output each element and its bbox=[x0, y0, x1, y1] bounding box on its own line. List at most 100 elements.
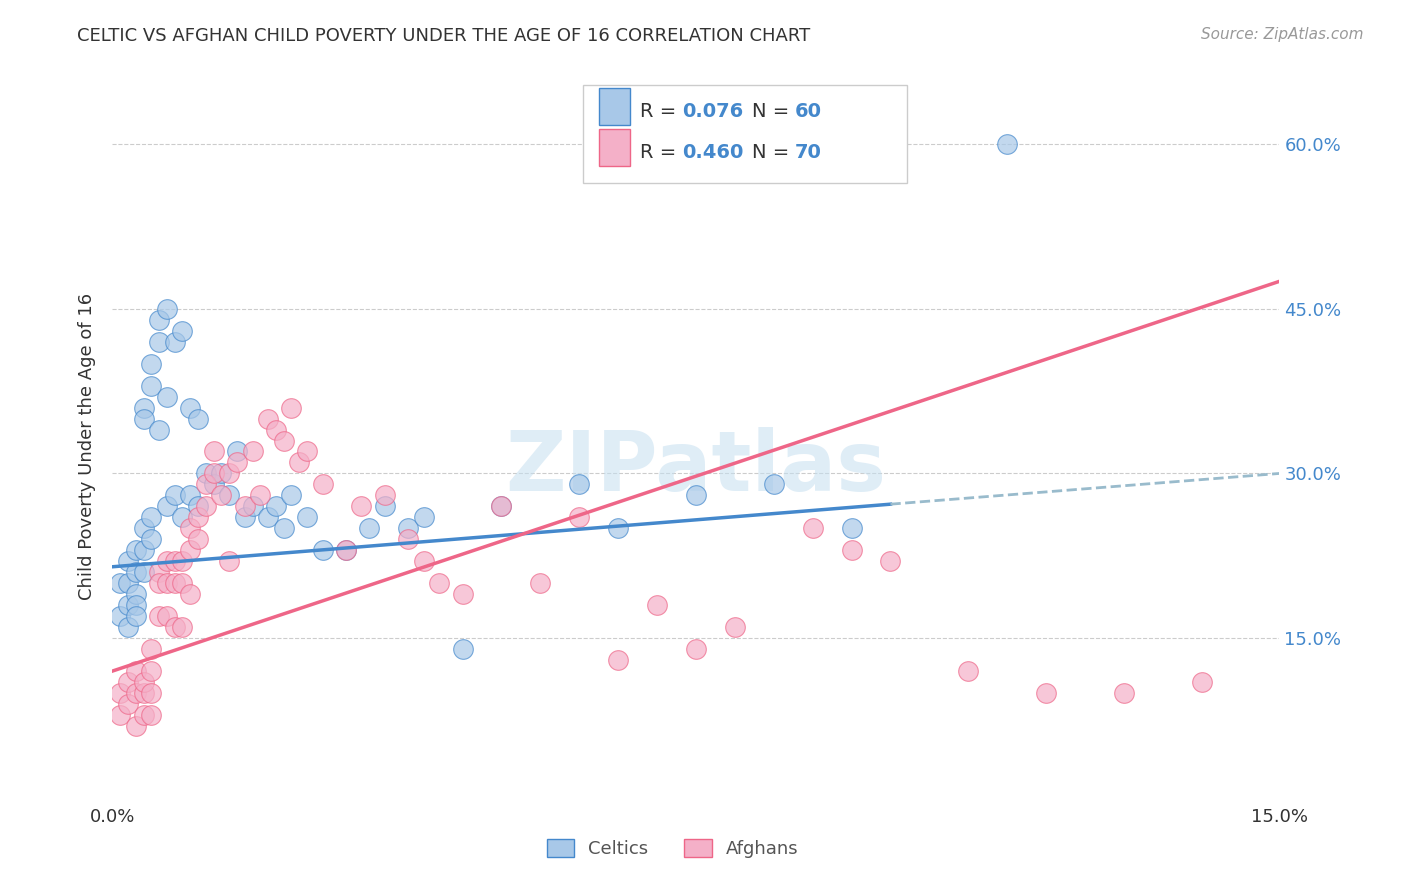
Point bbox=[607, 653, 630, 667]
Point bbox=[110, 686, 132, 700]
Point bbox=[841, 543, 863, 558]
Point bbox=[179, 543, 201, 558]
Point bbox=[163, 334, 186, 349]
Point bbox=[117, 675, 139, 690]
Point bbox=[125, 566, 148, 580]
Point bbox=[148, 334, 170, 349]
Point bbox=[209, 488, 232, 502]
Point bbox=[359, 521, 381, 535]
Text: CELTIC VS AFGHAN CHILD POVERTY UNDER THE AGE OF 16 CORRELATION CHART: CELTIC VS AFGHAN CHILD POVERTY UNDER THE… bbox=[77, 27, 811, 45]
Point bbox=[179, 488, 201, 502]
Point bbox=[335, 543, 357, 558]
Point bbox=[187, 500, 209, 514]
Point bbox=[156, 500, 179, 514]
Point bbox=[148, 609, 170, 624]
Point bbox=[156, 554, 179, 568]
Text: N =: N = bbox=[752, 143, 796, 161]
Point bbox=[491, 500, 513, 514]
Point bbox=[257, 411, 280, 425]
Point bbox=[295, 444, 318, 458]
Point bbox=[156, 609, 179, 624]
Point bbox=[132, 675, 155, 690]
Point bbox=[110, 708, 132, 723]
Point bbox=[125, 598, 148, 612]
Point bbox=[233, 500, 256, 514]
Point bbox=[110, 609, 132, 624]
Point bbox=[117, 697, 139, 711]
Point bbox=[141, 708, 163, 723]
Point bbox=[218, 467, 240, 481]
Point bbox=[311, 543, 333, 558]
Point bbox=[148, 566, 170, 580]
Point bbox=[335, 543, 357, 558]
Point bbox=[233, 510, 256, 524]
Point bbox=[132, 401, 155, 415]
Point bbox=[451, 587, 474, 601]
Point bbox=[957, 664, 980, 678]
Point bbox=[132, 411, 155, 425]
Point bbox=[141, 357, 163, 371]
Point bbox=[179, 587, 201, 601]
Point bbox=[264, 423, 287, 437]
Point bbox=[295, 510, 318, 524]
Point bbox=[724, 620, 747, 634]
Point bbox=[801, 521, 824, 535]
Text: 0.460: 0.460 bbox=[682, 143, 744, 161]
Point bbox=[879, 554, 901, 568]
Point bbox=[194, 467, 217, 481]
Point bbox=[141, 510, 163, 524]
Point bbox=[141, 642, 163, 657]
Point bbox=[374, 500, 396, 514]
Point bbox=[607, 521, 630, 535]
Point bbox=[194, 477, 217, 491]
Point bbox=[218, 554, 240, 568]
Point bbox=[568, 477, 591, 491]
Point bbox=[117, 554, 139, 568]
Point bbox=[156, 576, 179, 591]
Point bbox=[125, 543, 148, 558]
Point bbox=[194, 500, 217, 514]
Point bbox=[1035, 686, 1057, 700]
Point bbox=[172, 554, 194, 568]
Point bbox=[762, 477, 785, 491]
Point bbox=[132, 708, 155, 723]
Point bbox=[568, 510, 591, 524]
Point bbox=[125, 609, 148, 624]
Point bbox=[148, 312, 170, 326]
Point bbox=[280, 401, 302, 415]
Text: 0.076: 0.076 bbox=[682, 102, 744, 121]
Point bbox=[249, 488, 271, 502]
Point bbox=[132, 686, 155, 700]
Text: Source: ZipAtlas.com: Source: ZipAtlas.com bbox=[1201, 27, 1364, 42]
Point bbox=[148, 576, 170, 591]
Point bbox=[685, 488, 707, 502]
Point bbox=[172, 510, 194, 524]
Text: R =: R = bbox=[640, 143, 682, 161]
Point bbox=[156, 390, 179, 404]
Text: R =: R = bbox=[640, 102, 682, 121]
Point bbox=[172, 620, 194, 634]
Point bbox=[179, 521, 201, 535]
Point bbox=[179, 401, 201, 415]
Point bbox=[125, 686, 148, 700]
Point bbox=[841, 521, 863, 535]
Point bbox=[141, 378, 163, 392]
Point bbox=[187, 533, 209, 547]
Point bbox=[132, 521, 155, 535]
Point bbox=[1112, 686, 1135, 700]
Point bbox=[117, 598, 139, 612]
Point bbox=[163, 620, 186, 634]
Point bbox=[218, 488, 240, 502]
Point bbox=[280, 488, 302, 502]
Point bbox=[148, 423, 170, 437]
Point bbox=[645, 598, 668, 612]
Point bbox=[132, 543, 155, 558]
Point bbox=[396, 533, 419, 547]
Point bbox=[156, 301, 179, 316]
Point bbox=[187, 510, 209, 524]
Point bbox=[172, 576, 194, 591]
Point bbox=[685, 642, 707, 657]
Point bbox=[257, 510, 280, 524]
Point bbox=[132, 566, 155, 580]
Point bbox=[350, 500, 373, 514]
